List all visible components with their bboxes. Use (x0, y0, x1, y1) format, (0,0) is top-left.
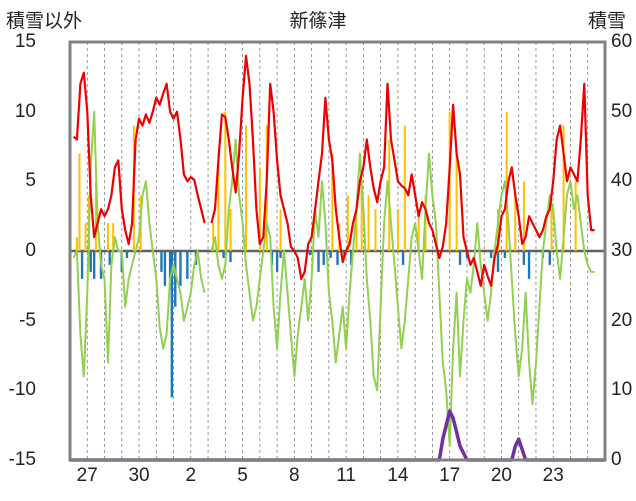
red-line-segment (210, 54, 595, 287)
orange-bar (514, 195, 517, 251)
blue-bar (229, 251, 232, 263)
orange-bar (355, 209, 358, 251)
right-y-tick: 50 (611, 100, 633, 122)
orange-bar (229, 209, 232, 251)
right-y-tick: 0 (611, 449, 622, 470)
blue-bar (522, 251, 526, 265)
blue-bar (186, 251, 189, 279)
right-y-tick: 40 (611, 170, 633, 192)
orange-bar (522, 181, 525, 251)
blue-bar (108, 251, 111, 265)
right-axis-label: 積雪 (588, 11, 627, 32)
blue-bar (168, 251, 172, 286)
blue-bar (401, 251, 405, 265)
blue-bar (458, 251, 462, 265)
green-line-segment (72, 110, 206, 378)
blue-bar (336, 251, 339, 265)
orange-bar (112, 223, 115, 251)
blue-bar (548, 251, 551, 265)
orange-bar (374, 209, 377, 251)
orange-bar (396, 209, 399, 251)
red-line-segment (72, 71, 206, 246)
orange-bar (94, 181, 97, 251)
orange-bar (331, 153, 334, 251)
blue-bar (170, 251, 174, 398)
right-y-tick: 10 (611, 379, 633, 401)
orange-bar (224, 111, 227, 252)
blue-bar (329, 251, 332, 258)
x-tick: 5 (237, 465, 248, 486)
right-y-tick: 30 (611, 240, 633, 261)
blue-bar (275, 251, 279, 272)
blue-bar (279, 251, 282, 258)
orange-bar (367, 195, 370, 251)
left-y-tick: -15 (8, 449, 36, 470)
orange-bar (258, 167, 261, 251)
orange-bar (279, 209, 282, 251)
purple-line (70, 409, 605, 462)
blue-bar (163, 251, 167, 286)
orange-bar (550, 209, 553, 251)
orange-bar (84, 223, 87, 251)
orange-bar (212, 223, 215, 251)
green-line-segment (210, 138, 595, 448)
blue-bar (160, 251, 163, 272)
left-y-tick: 0 (25, 240, 36, 261)
blue-bar (527, 251, 531, 279)
plot-frame (68, 40, 607, 462)
orange-bar (417, 209, 420, 251)
blue-bar (317, 251, 320, 272)
blue-bar (80, 251, 84, 279)
orange-bar (574, 181, 577, 251)
orange-bar (360, 181, 363, 251)
chart-title: 新篠津 (289, 11, 347, 32)
left-y-tick: -5 (19, 309, 36, 331)
blue-bar (503, 251, 507, 258)
left-y-tick: 5 (25, 170, 36, 192)
right-y-tick: 60 (611, 31, 633, 52)
blue-bar (92, 251, 96, 279)
x-tick: 2 (185, 465, 197, 486)
blue-bar (89, 251, 92, 272)
x-tick: 8 (289, 465, 300, 486)
orange-bar (245, 125, 248, 251)
blue-bar (222, 251, 225, 258)
x-tick: 30 (128, 465, 150, 486)
orange-bar (562, 125, 565, 251)
left-y-tick: 15 (14, 31, 36, 52)
blue-bar (179, 251, 182, 286)
x-tick: 11 (336, 465, 356, 486)
left-axis-label: 積雪以外 (6, 11, 83, 32)
x-tick: 14 (387, 465, 409, 486)
blue-bar (350, 251, 353, 265)
left-y-tick: 10 (14, 100, 36, 122)
right-y-tick: 20 (611, 309, 633, 331)
blue-bar (322, 251, 325, 265)
left-y-tick: -10 (8, 379, 36, 401)
orange-bar (78, 153, 81, 251)
x-tick: 23 (542, 465, 564, 486)
x-tick: 20 (490, 465, 513, 486)
blue-bar (174, 251, 177, 307)
orange-bar (106, 223, 109, 251)
blue-bar (125, 251, 129, 258)
orange-bar (505, 111, 508, 252)
orange-bar (346, 195, 349, 251)
blue-bar (308, 251, 312, 256)
orange-bar (455, 153, 458, 251)
x-tick: 27 (76, 465, 98, 486)
blue-bar (496, 251, 500, 272)
blue-bar (489, 251, 493, 258)
x-tick: 17 (439, 465, 461, 486)
orange-bar (75, 237, 78, 251)
orange-bar (217, 153, 220, 251)
